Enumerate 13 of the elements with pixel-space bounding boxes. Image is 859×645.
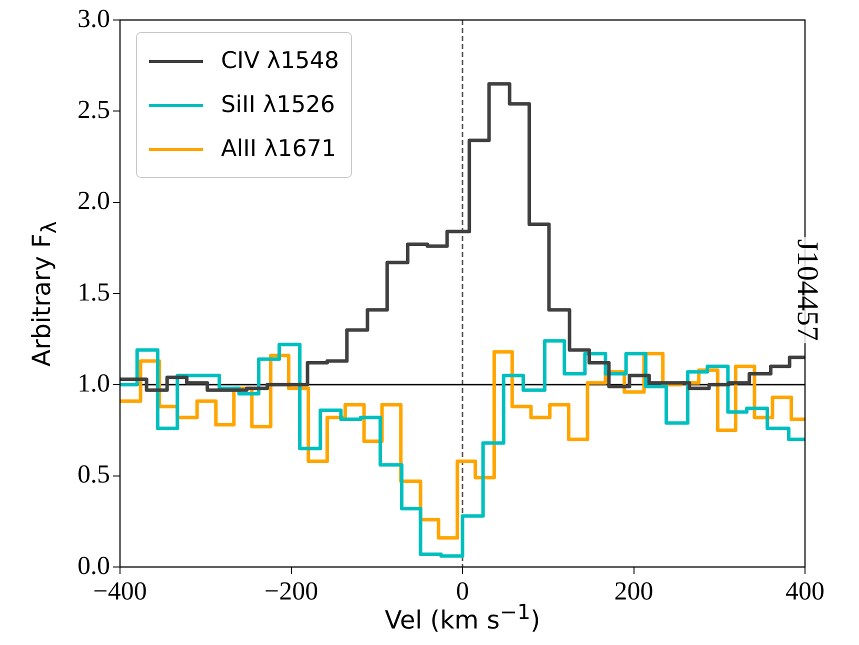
x-tick-label: 400 xyxy=(786,576,824,606)
x-tick-label: 200 xyxy=(614,576,654,606)
legend-label: SiII λ1526 xyxy=(221,92,336,118)
y-tick-label: 1.5 xyxy=(78,277,110,306)
legend-label: AlII λ1671 xyxy=(221,136,336,162)
y-tick-label: 2.0 xyxy=(78,186,110,216)
y-tick-label: 2.5 xyxy=(78,94,110,124)
annotation: J104457 xyxy=(790,237,824,343)
y-tick-label: 1.0 xyxy=(78,368,110,398)
y-tick-label: 3.0 xyxy=(78,4,110,33)
legend-label: CIV λ1548 xyxy=(221,48,340,74)
x-tick-label: −200 xyxy=(264,576,318,606)
y-tick-label: 0.5 xyxy=(78,460,110,489)
